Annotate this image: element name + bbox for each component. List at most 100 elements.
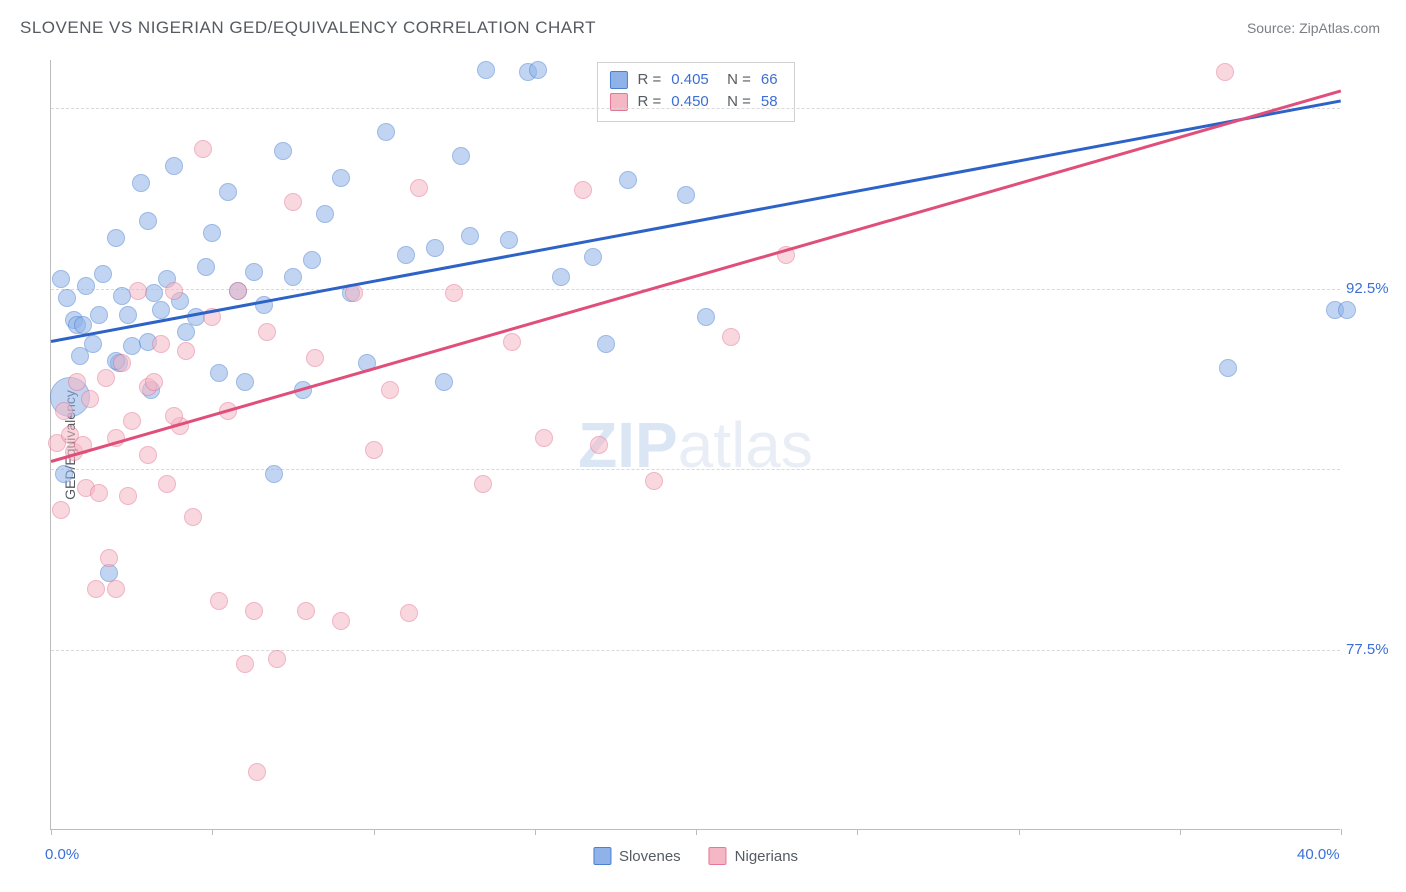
data-point-slovenes	[426, 239, 444, 257]
data-point-nigerians	[123, 412, 141, 430]
swatch-icon	[593, 847, 611, 865]
data-point-nigerians	[113, 354, 131, 372]
data-point-slovenes	[284, 268, 302, 286]
data-point-nigerians	[194, 140, 212, 158]
data-point-nigerians	[87, 580, 105, 598]
data-point-slovenes	[1219, 359, 1237, 377]
stat-n: 58	[761, 91, 778, 113]
data-point-nigerians	[258, 323, 276, 341]
data-point-slovenes	[1338, 301, 1356, 319]
x-tick	[1341, 829, 1342, 835]
data-point-slovenes	[203, 224, 221, 242]
y-tick-label: 92.5%	[1346, 280, 1402, 297]
data-point-nigerians	[722, 328, 740, 346]
data-point-nigerians	[410, 179, 428, 197]
data-point-slovenes	[500, 231, 518, 249]
data-point-nigerians	[55, 402, 73, 420]
data-point-slovenes	[552, 268, 570, 286]
data-point-nigerians	[574, 181, 592, 199]
data-point-nigerians	[474, 475, 492, 493]
data-point-slovenes	[90, 306, 108, 324]
trend-line	[51, 99, 1342, 343]
data-point-slovenes	[245, 263, 263, 281]
data-point-slovenes	[119, 306, 137, 324]
trend-line	[51, 90, 1342, 463]
legend-item-slovenes: Slovenes	[593, 847, 681, 865]
chart-title: SLOVENE VS NIGERIAN GED/EQUIVALENCY CORR…	[20, 18, 596, 38]
data-point-slovenes	[677, 186, 695, 204]
data-point-slovenes	[461, 227, 479, 245]
data-point-nigerians	[645, 472, 663, 490]
x-tick	[857, 829, 858, 835]
data-point-nigerians	[100, 549, 118, 567]
stat-label: R =	[637, 91, 661, 113]
data-point-slovenes	[132, 174, 150, 192]
x-tick	[696, 829, 697, 835]
gridline	[51, 469, 1340, 470]
data-point-nigerians	[284, 193, 302, 211]
data-point-slovenes	[303, 251, 321, 269]
data-point-nigerians	[306, 349, 324, 367]
data-point-nigerians	[590, 436, 608, 454]
scatter-plot: ZIPatlas GED/Equivalency R = 0.405 N = 6…	[50, 60, 1340, 830]
data-point-nigerians	[184, 508, 202, 526]
data-point-nigerians	[1216, 63, 1234, 81]
data-point-slovenes	[477, 61, 495, 79]
watermark: ZIPatlas	[578, 408, 813, 482]
data-point-nigerians	[503, 333, 521, 351]
data-point-slovenes	[697, 308, 715, 326]
data-point-nigerians	[210, 592, 228, 610]
legend-label: Nigerians	[735, 848, 798, 865]
gridline	[51, 650, 1340, 651]
data-point-nigerians	[81, 390, 99, 408]
data-point-slovenes	[265, 465, 283, 483]
data-point-slovenes	[210, 364, 228, 382]
x-tick	[374, 829, 375, 835]
x-tick	[1180, 829, 1181, 835]
data-point-slovenes	[332, 169, 350, 187]
stat-r: 0.450	[671, 91, 709, 113]
data-point-slovenes	[58, 289, 76, 307]
x-tick-label: 0.0%	[45, 846, 79, 863]
data-point-slovenes	[152, 301, 170, 319]
data-point-slovenes	[197, 258, 215, 276]
data-point-slovenes	[316, 205, 334, 223]
data-point-nigerians	[400, 604, 418, 622]
data-point-nigerians	[158, 475, 176, 493]
series-legend: Slovenes Nigerians	[593, 847, 798, 865]
stat-label: N =	[719, 91, 751, 113]
data-point-slovenes	[77, 277, 95, 295]
data-point-slovenes	[139, 212, 157, 230]
data-point-slovenes	[452, 147, 470, 165]
data-point-nigerians	[245, 602, 263, 620]
stat-n: 66	[761, 69, 778, 91]
stats-row-slovenes: R = 0.405 N = 66	[609, 69, 777, 91]
data-point-slovenes	[377, 123, 395, 141]
gridline	[51, 108, 1340, 109]
swatch-icon	[609, 71, 627, 89]
data-point-slovenes	[52, 270, 70, 288]
data-point-nigerians	[97, 369, 115, 387]
data-point-nigerians	[445, 284, 463, 302]
legend-label: Slovenes	[619, 848, 681, 865]
stat-r: 0.405	[671, 69, 709, 91]
data-point-slovenes	[619, 171, 637, 189]
data-point-nigerians	[68, 373, 86, 391]
y-tick-label: 77.5%	[1346, 641, 1402, 658]
data-point-slovenes	[107, 229, 125, 247]
data-point-slovenes	[219, 183, 237, 201]
data-point-slovenes	[397, 246, 415, 264]
data-point-nigerians	[90, 484, 108, 502]
x-tick	[1019, 829, 1020, 835]
data-point-nigerians	[165, 282, 183, 300]
data-point-nigerians	[268, 650, 286, 668]
x-tick	[212, 829, 213, 835]
data-point-nigerians	[229, 282, 247, 300]
data-point-nigerians	[145, 373, 163, 391]
data-point-nigerians	[119, 487, 137, 505]
data-point-nigerians	[139, 446, 157, 464]
data-point-slovenes	[165, 157, 183, 175]
data-point-nigerians	[365, 441, 383, 459]
stats-row-nigerians: R = 0.450 N = 58	[609, 91, 777, 113]
data-point-slovenes	[94, 265, 112, 283]
